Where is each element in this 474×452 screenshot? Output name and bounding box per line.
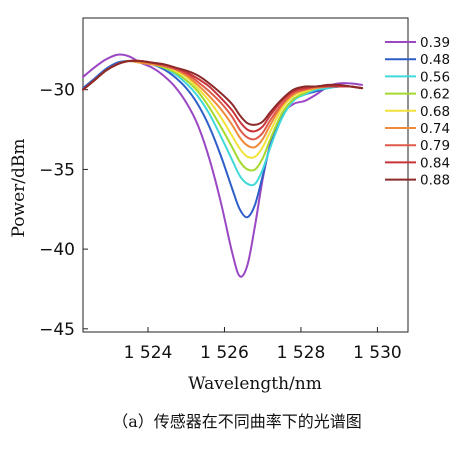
y-tick-label: −35 (39, 160, 75, 180)
legend-entry-label: 0.48 (420, 52, 450, 68)
series-line-0-88 (82, 59, 364, 126)
axis-ticks: 1 524 1 526 1 528 1 530 −30 −35 −40 −45 (39, 81, 402, 363)
legend-entry-label: 0.62 (420, 87, 450, 103)
legend-entry-label: 0.88 (420, 173, 450, 189)
series-line-0-62 (82, 59, 364, 172)
series-line-0-68 (82, 59, 364, 159)
series-line-0-56 (82, 59, 364, 187)
y-axis-label: Power/dBm (9, 139, 29, 238)
spectrum-chart: 1 524 1 526 1 528 1 530 −30 −35 −40 −45 0.390.4… (9, 17, 450, 394)
legend-entry-label: 0.74 (420, 121, 450, 137)
x-tick-label: 1 530 (353, 343, 402, 363)
legend-entry-label: 0.79 (420, 138, 450, 154)
legend-entry-label: 0.84 (420, 155, 450, 171)
plot-area-frame (82, 17, 409, 333)
legend: 0.390.480.56 0.620.680.740.790.84 0.88 (385, 35, 450, 189)
y-tick-label: −40 (39, 240, 75, 260)
y-tick-label: −30 (39, 81, 75, 101)
legend-entry-label: 0.56 (420, 69, 450, 85)
legend-entry-label: 0.39 (420, 35, 450, 51)
x-tick-label: 1 528 (277, 343, 326, 363)
series-lines (82, 53, 364, 278)
x-axis-label: Wavelength/nm (188, 374, 322, 394)
y-tick-label: −45 (39, 320, 75, 340)
legend-entry-label: 0.68 (420, 104, 450, 120)
x-tick-label: 1 526 (200, 343, 249, 363)
series-line-0-39 (82, 53, 364, 278)
figure-caption: （a）传感器在不同曲率下的光谱图 (112, 412, 362, 431)
x-tick-label: 1 524 (124, 343, 173, 363)
